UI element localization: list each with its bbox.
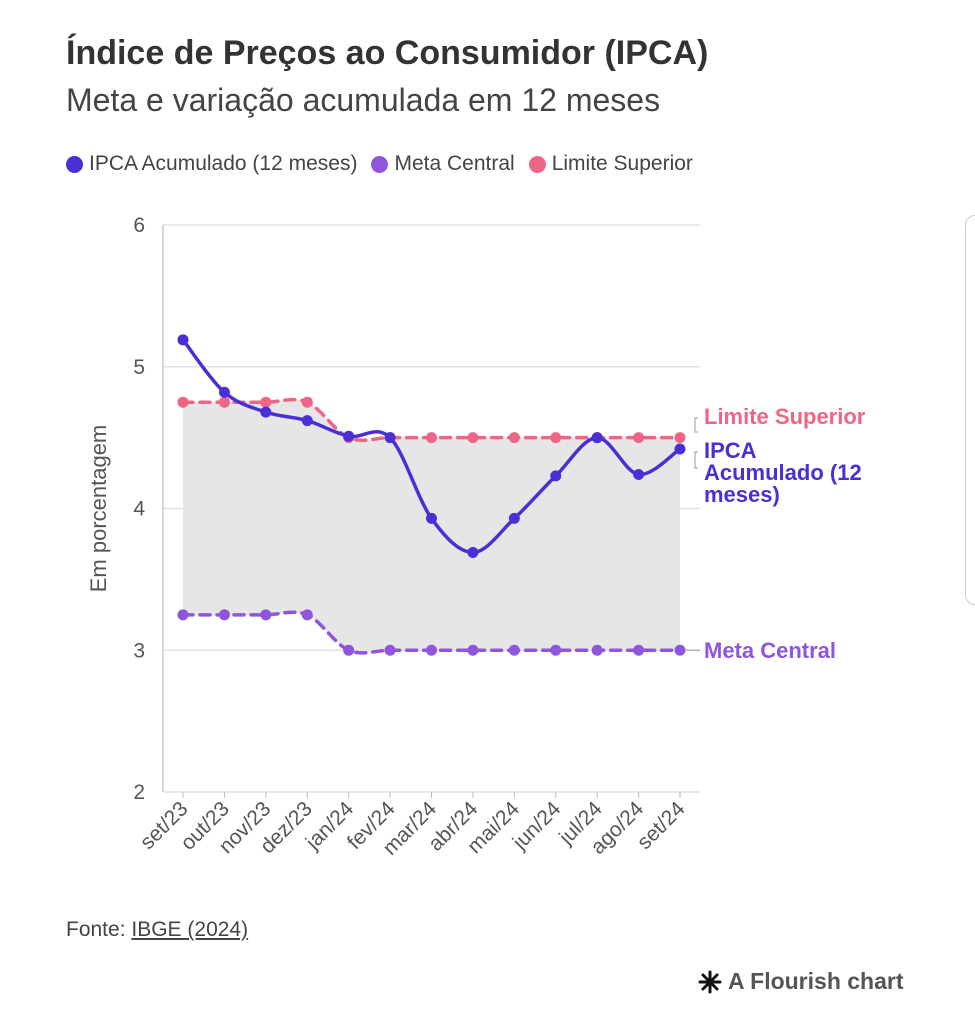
data-point [467,432,479,444]
x-tick-label: jan/24 [301,797,359,855]
data-point [633,644,645,656]
flourish-label: A Flourish chart [728,968,904,994]
data-point [426,432,437,444]
data-point [426,512,437,524]
data-point [508,644,520,656]
data-point [301,396,313,408]
legend-swatch [66,155,83,173]
legend-item-meta[interactable]: Meta Central [371,152,515,176]
data-point [218,396,230,408]
legend-swatch [528,155,546,173]
label-connector [694,417,698,433]
data-point [467,546,479,558]
data-point [384,432,396,444]
flourish-asterisk-icon [698,970,722,993]
data-point [384,644,396,656]
data-point [177,334,189,346]
y-tick-label: 3 [133,639,145,662]
legend-label: IPCA Acumulado (12 meses) [89,152,358,175]
data-point [218,386,230,398]
data-point [591,432,603,444]
data-point [674,644,686,656]
data-point [260,609,272,621]
data-point [177,609,189,621]
y-tick-label: 5 [133,356,145,379]
legend-item-ipca[interactable]: IPCA Acumulado (12 meses) [66,152,357,176]
data-point [260,396,272,408]
data-point [550,644,562,656]
shaded-band [183,399,680,653]
legend-swatch [371,155,389,173]
chart-title: Índice de Preços ao Consumidor (IPCA) [66,34,709,72]
data-point [343,644,355,656]
source-link[interactable]: IBGE (2024) [131,918,249,941]
data-point [301,609,313,621]
data-point [426,644,437,656]
data-point [343,430,355,442]
series-end-label: Meta Central [704,638,836,663]
label-connector [694,451,698,469]
data-point [508,432,520,444]
data-point [633,432,645,444]
y-axis-title: Em porcentagem [86,425,111,593]
data-point [674,432,686,444]
data-point [550,432,562,444]
x-tick-label: set/24 [633,797,690,854]
legend-label: Limite Superior [551,152,693,175]
data-point [301,415,313,427]
y-tick-label: 6 [133,214,145,237]
chart-subtitle: Meta e variação acumulada em 12 meses [66,82,661,118]
data-point [177,396,189,408]
data-point [674,443,686,455]
data-point [508,512,520,524]
source-prefix: Fonte: [66,918,132,941]
data-point [591,644,603,656]
data-point [550,470,562,482]
y-tick-label: 2 [133,781,145,804]
flourish-credit[interactable]: A Flourish chart [698,968,904,995]
series-end-label: IPCA Acumulado (12 meses) [704,438,862,507]
side-panel-edge[interactable] [965,215,975,605]
data-point [218,609,230,621]
data-point [260,406,272,418]
legend: IPCA Acumulado (12 meses) Meta Central L… [66,152,693,176]
y-tick-label: 4 [133,498,145,521]
legend-label: Meta Central [394,152,515,175]
x-tick-label: jun/24 [508,797,566,855]
data-point [467,644,479,656]
series-end-label: Limite Superior [704,404,866,429]
legend-item-limite[interactable]: Limite Superior [528,152,693,176]
data-point [633,468,645,480]
source: Fonte: IBGE (2024) [66,918,248,942]
